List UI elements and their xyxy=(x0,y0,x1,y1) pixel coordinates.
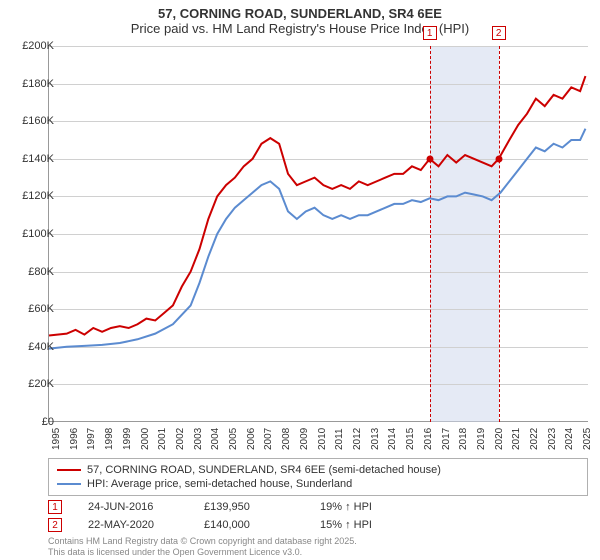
legend-row: 57, CORNING ROAD, SUNDERLAND, SR4 6EE (s… xyxy=(57,463,579,477)
x-axis-label: 2000 xyxy=(140,428,151,450)
y-axis-label: £40K xyxy=(4,341,54,353)
chart-plot-area: 12 xyxy=(48,46,588,422)
x-axis-label: 2006 xyxy=(246,428,257,450)
x-axis-label: 2007 xyxy=(263,428,274,450)
sale-delta: 15% ↑ HPI xyxy=(320,519,410,531)
x-axis-label: 1999 xyxy=(122,428,133,450)
y-axis-label: £20K xyxy=(4,378,54,390)
x-axis-label: 2004 xyxy=(210,428,221,450)
y-axis-label: £180K xyxy=(4,78,54,90)
x-axis-label: 2023 xyxy=(547,428,558,450)
x-axis-label: 2012 xyxy=(352,428,363,450)
sale-date: 24-JUN-2016 xyxy=(88,501,178,513)
title-line-1: 57, CORNING ROAD, SUNDERLAND, SR4 6EE xyxy=(0,6,600,21)
attribution: Contains HM Land Registry data © Crown c… xyxy=(48,536,357,558)
sale-price: £139,950 xyxy=(204,501,294,513)
x-axis-label: 1996 xyxy=(69,428,80,450)
chart-title: 57, CORNING ROAD, SUNDERLAND, SR4 6EE Pr… xyxy=(0,0,600,38)
sale-point-dot xyxy=(495,155,502,162)
x-axis-label: 2011 xyxy=(334,428,345,450)
attribution-line: Contains HM Land Registry data © Crown c… xyxy=(48,536,357,547)
x-axis-label: 2014 xyxy=(387,428,398,450)
attribution-line: This data is licensed under the Open Gov… xyxy=(48,547,357,558)
x-axis-label: 2010 xyxy=(317,428,328,450)
marker-label: 2 xyxy=(492,26,506,40)
line-series xyxy=(49,46,589,422)
x-axis-label: 2008 xyxy=(281,428,292,450)
x-axis-label: 2017 xyxy=(441,428,452,450)
y-axis-label: £120K xyxy=(4,190,54,202)
sale-row: 2 22-MAY-2020 £140,000 15% ↑ HPI xyxy=(48,518,410,532)
y-axis-label: £100K xyxy=(4,228,54,240)
x-axis-label: 2009 xyxy=(299,428,310,450)
legend: 57, CORNING ROAD, SUNDERLAND, SR4 6EE (s… xyxy=(48,458,588,496)
legend-swatch xyxy=(57,469,81,471)
y-axis-label: £140K xyxy=(4,153,54,165)
y-axis-label: £60K xyxy=(4,303,54,315)
sale-marker: 1 xyxy=(48,500,62,514)
x-axis-label: 2013 xyxy=(370,428,381,450)
y-axis-label: £160K xyxy=(4,115,54,127)
x-axis-label: 2005 xyxy=(228,428,239,450)
series-hpi xyxy=(49,129,585,349)
series-price_paid xyxy=(49,76,585,335)
legend-label: HPI: Average price, semi-detached house,… xyxy=(87,478,352,490)
x-axis-label: 2020 xyxy=(494,428,505,450)
x-axis-label: 2003 xyxy=(193,428,204,450)
y-axis-label: £80K xyxy=(4,266,54,278)
x-axis-label: 2001 xyxy=(157,428,168,450)
sale-marker: 2 xyxy=(48,518,62,532)
sale-price: £140,000 xyxy=(204,519,294,531)
x-axis-label: 2015 xyxy=(405,428,416,450)
x-axis-label: 1995 xyxy=(51,428,62,450)
x-axis-label: 2022 xyxy=(529,428,540,450)
marker-label: 1 xyxy=(423,26,437,40)
legend-label: 57, CORNING ROAD, SUNDERLAND, SR4 6EE (s… xyxy=(87,464,441,476)
x-axis-label: 1997 xyxy=(86,428,97,450)
x-axis-label: 2025 xyxy=(582,428,593,450)
x-axis-label: 2016 xyxy=(423,428,434,450)
legend-swatch xyxy=(57,483,81,485)
y-axis-label: £0 xyxy=(4,416,54,428)
y-axis-label: £200K xyxy=(4,40,54,52)
x-axis-label: 1998 xyxy=(104,428,115,450)
x-axis-label: 2019 xyxy=(476,428,487,450)
sale-delta: 19% ↑ HPI xyxy=(320,501,410,513)
x-axis-label: 2002 xyxy=(175,428,186,450)
sale-point-dot xyxy=(426,155,433,162)
x-axis-label: 2021 xyxy=(511,428,522,450)
sale-row: 1 24-JUN-2016 £139,950 19% ↑ HPI xyxy=(48,500,410,514)
x-axis-label: 2018 xyxy=(458,428,469,450)
sale-date: 22-MAY-2020 xyxy=(88,519,178,531)
legend-row: HPI: Average price, semi-detached house,… xyxy=(57,477,579,491)
x-axis-labels: 1995 1996 1997 1998 1999 2000 2001 2002 2003 2004… xyxy=(48,422,588,462)
x-axis-label: 2024 xyxy=(564,428,575,450)
sales-table: 1 24-JUN-2016 £139,950 19% ↑ HPI 2 22-MA… xyxy=(48,500,410,536)
title-line-2: Price paid vs. HM Land Registry's House … xyxy=(0,21,600,36)
